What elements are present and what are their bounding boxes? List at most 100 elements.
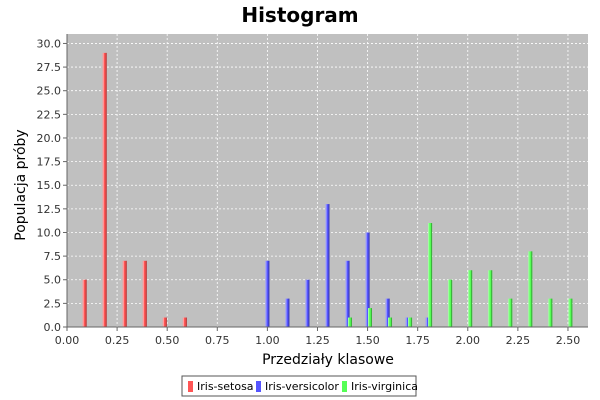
bar: [265, 260, 270, 327]
bar-shadow: [551, 298, 553, 327]
bar-fill: [385, 298, 390, 327]
bar-shadow: [165, 317, 167, 327]
bar-fill: [405, 317, 410, 327]
x-tick-label: 0.00: [55, 334, 80, 347]
bar-highlight: [285, 298, 287, 327]
x-tick-label: 1.00: [255, 334, 280, 347]
bar-highlight: [265, 260, 267, 327]
bar-fill: [568, 298, 573, 327]
bar: [388, 317, 393, 327]
bar-shadow: [105, 52, 107, 327]
bar-fill: [182, 317, 187, 327]
bar-shadow: [471, 270, 473, 327]
bar: [367, 308, 372, 327]
bar-shadow: [571, 298, 573, 327]
bar-shadow: [85, 279, 87, 327]
bar: [347, 317, 352, 327]
bar-shadow: [531, 251, 533, 327]
bar: [408, 317, 413, 327]
bar-fill: [162, 317, 167, 327]
bar-highlight: [488, 270, 490, 327]
legend-swatch: [256, 381, 261, 392]
x-tick-label: 0.25: [105, 334, 130, 347]
bar: [305, 279, 310, 327]
bar-fill: [122, 260, 127, 327]
bar: [102, 52, 107, 327]
bar: [142, 260, 147, 327]
bar-highlight: [325, 204, 327, 327]
y-tick-label: 10.0: [37, 226, 62, 239]
bar-fill: [468, 270, 473, 327]
legend: Iris-setosa Iris-versicolor Iris-virginica: [181, 375, 418, 397]
bar-highlight: [568, 298, 570, 327]
bar-shadow: [145, 260, 147, 327]
legend-label: Iris-setosa: [197, 380, 254, 393]
bar: [182, 317, 187, 327]
y-tick-label: 7.5: [44, 250, 62, 263]
bar: [285, 298, 290, 327]
legend-label: Iris-versicolor: [265, 380, 339, 393]
bar-fill: [82, 279, 87, 327]
bar-highlight: [162, 317, 164, 327]
bar-highlight: [345, 260, 347, 327]
y-axis-label: Populacja próby: [13, 129, 29, 240]
y-tick-label: 25.0: [37, 85, 62, 98]
bar-highlight: [528, 251, 530, 327]
bar: [122, 260, 127, 327]
bar: [162, 317, 167, 327]
bar: [528, 251, 533, 327]
legend-item: Iris-virginica: [342, 380, 418, 393]
bar-fill: [345, 260, 350, 327]
bar-highlight: [548, 298, 550, 327]
x-tick-label: 1.50: [355, 334, 380, 347]
bar-fill: [528, 251, 533, 327]
bar-fill: [265, 260, 270, 327]
bar: [325, 204, 330, 327]
legend-swatch: [342, 381, 347, 392]
y-tick-label: 12.5: [37, 203, 62, 216]
y-tick-label: 30.0: [37, 37, 62, 50]
bar-shadow: [125, 260, 127, 327]
y-tick-label: 15.0: [37, 179, 62, 192]
bar-shadow: [491, 270, 493, 327]
bar-fill: [365, 232, 370, 327]
bar-highlight: [142, 260, 144, 327]
bar-highlight: [428, 223, 430, 327]
bar-highlight: [82, 279, 84, 327]
bar-fill: [508, 298, 513, 327]
bar-shadow: [388, 298, 390, 327]
bar-highlight: [347, 317, 350, 327]
chart-title: Histogram: [241, 3, 358, 27]
bar-shadow: [430, 223, 433, 327]
bar: [365, 232, 370, 327]
bar: [488, 270, 493, 327]
bar: [428, 223, 433, 327]
bar: [448, 279, 453, 327]
x-tick-label: 0.50: [155, 334, 180, 347]
bar-fill: [367, 308, 372, 327]
bar: [508, 298, 513, 327]
bar-highlight: [425, 317, 427, 327]
bar-highlight: [122, 260, 124, 327]
bar-fill: [425, 317, 430, 327]
x-tick-label: 1.75: [405, 334, 430, 347]
x-tick-label: 1.25: [305, 334, 330, 347]
bar-fill: [408, 317, 413, 327]
bar-fill: [285, 298, 290, 327]
bar-highlight: [385, 298, 387, 327]
bar: [82, 279, 87, 327]
x-tick-label: 0.75: [205, 334, 230, 347]
bar-shadow: [348, 260, 350, 327]
bar-fill: [488, 270, 493, 327]
bars: [82, 52, 573, 327]
bar-highlight: [305, 279, 307, 327]
bar-shadow: [410, 317, 413, 327]
legend-item: Iris-setosa: [188, 380, 254, 393]
y-tick-label: 2.5: [44, 297, 62, 310]
bar-highlight: [468, 270, 470, 327]
bar-highlight: [365, 232, 367, 327]
bar-highlight: [405, 317, 407, 327]
bar-highlight: [508, 298, 510, 327]
bar: [345, 260, 350, 327]
bar-fill: [305, 279, 310, 327]
